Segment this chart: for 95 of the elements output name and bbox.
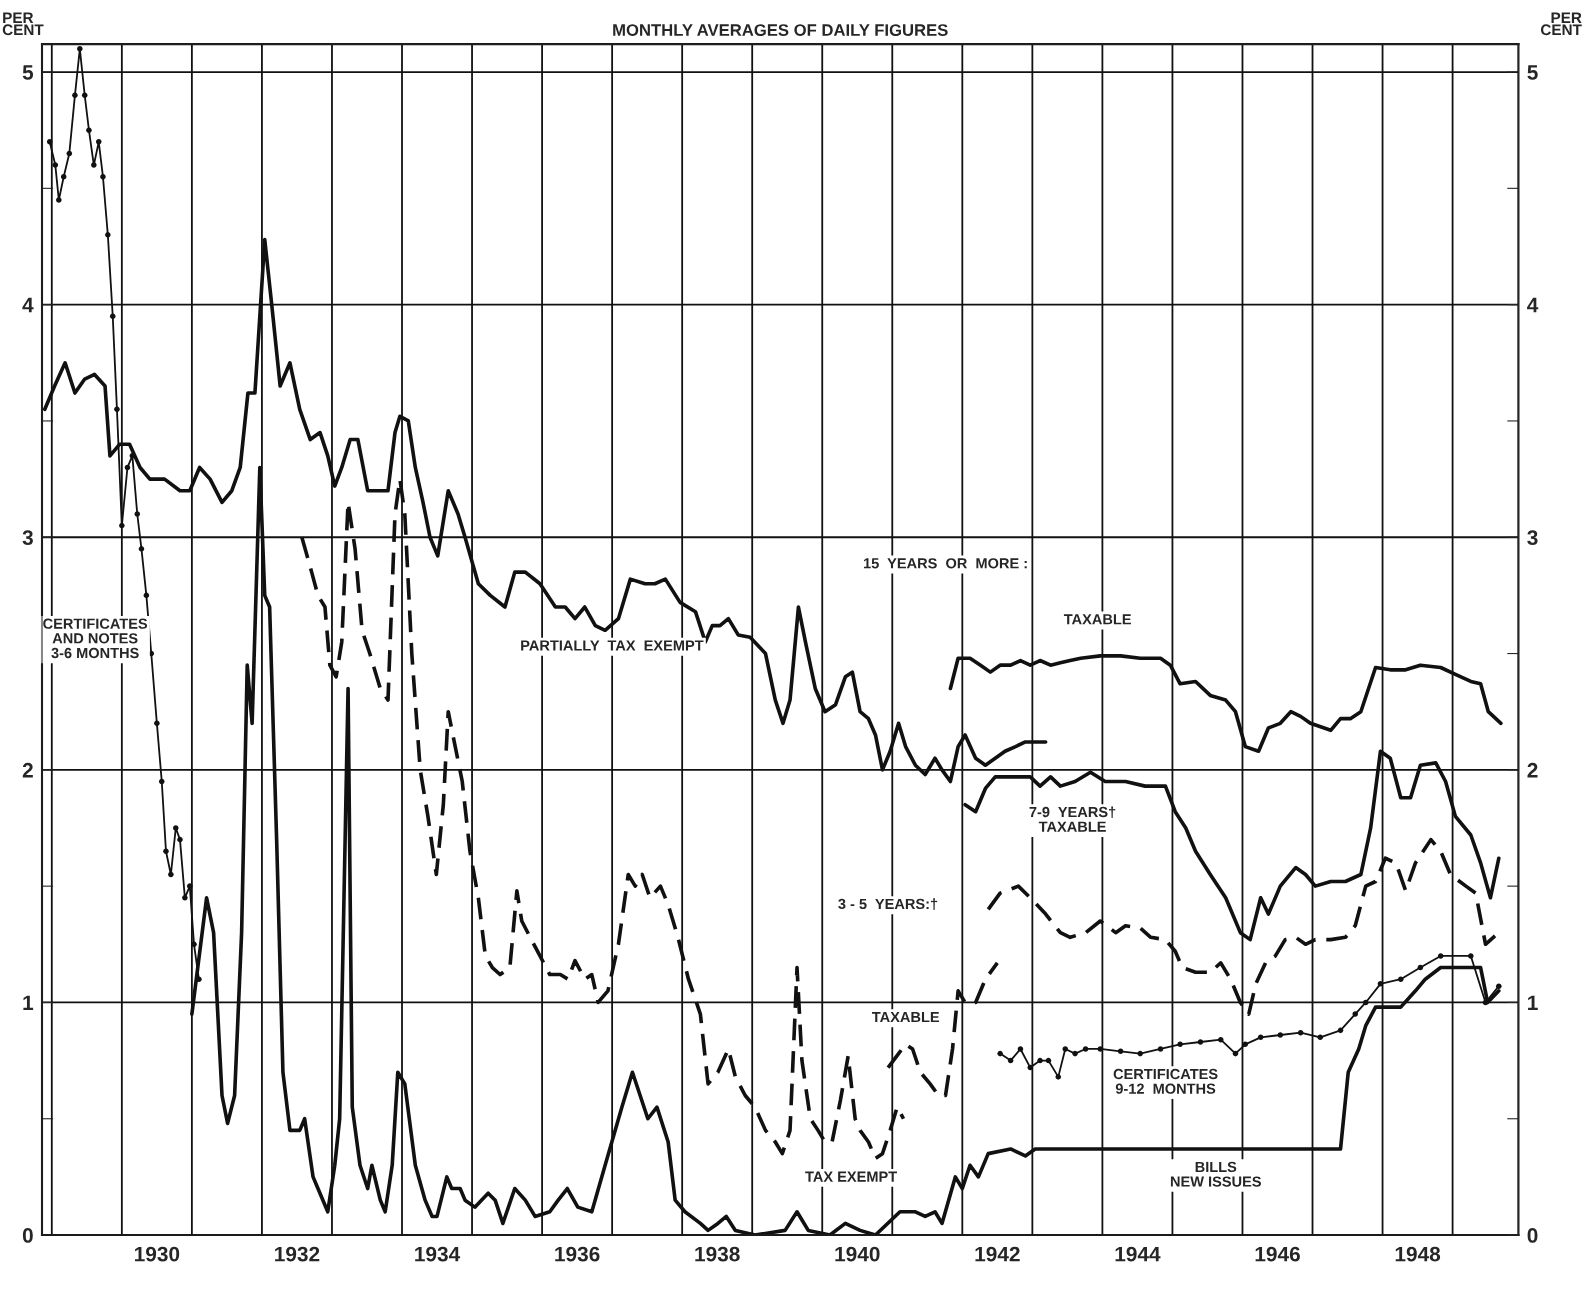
x-tick-label: 1940 xyxy=(835,1246,880,1262)
y2-tick-label: 0 xyxy=(1527,1228,1538,1243)
annotation: TAXABLE xyxy=(1063,614,1131,625)
point xyxy=(100,173,106,180)
y2-tick-label: 3 xyxy=(1527,530,1538,546)
annotation: CERTIFICATES 9-12 MONTHS xyxy=(1113,1068,1218,1094)
annotation: 15 YEARS OR MORE : xyxy=(863,558,1027,569)
point xyxy=(1377,981,1384,987)
x-tick-label: 1934 xyxy=(415,1246,461,1262)
point xyxy=(1397,976,1404,982)
point xyxy=(143,592,150,599)
point xyxy=(66,150,73,157)
point xyxy=(1137,1050,1143,1057)
point xyxy=(1117,1048,1124,1055)
point xyxy=(154,720,160,727)
point xyxy=(138,546,145,552)
point xyxy=(1157,1046,1164,1052)
y2-axis-title: PER CENT xyxy=(1540,12,1582,36)
point xyxy=(1232,1050,1239,1057)
annotation: TAXABLE xyxy=(871,1012,940,1023)
point xyxy=(1496,983,1502,989)
point xyxy=(163,848,169,855)
annotation: TAX EXEMPT xyxy=(805,1171,897,1182)
point xyxy=(168,871,174,878)
y-axis-title: PER CENT xyxy=(2,12,44,36)
y-tick-label: 5 xyxy=(22,65,34,80)
point xyxy=(1437,953,1444,959)
point xyxy=(177,836,183,843)
point xyxy=(1082,1046,1089,1052)
y-tick-label: 1 xyxy=(23,995,34,1010)
point xyxy=(1017,1046,1024,1052)
point xyxy=(105,232,111,238)
point xyxy=(1055,1074,1062,1080)
y2-tick-label: 4 xyxy=(1527,297,1539,313)
point xyxy=(182,895,188,901)
point xyxy=(1337,1027,1344,1034)
point xyxy=(1037,1057,1043,1064)
y-tick-label: 4 xyxy=(22,297,34,313)
point xyxy=(997,1050,1003,1057)
x-tick-label: 1936 xyxy=(555,1246,600,1262)
x-tick-label: 1944 xyxy=(1115,1246,1161,1262)
point xyxy=(91,162,97,168)
x-tick-label: 1938 xyxy=(695,1246,740,1262)
point xyxy=(1417,964,1424,971)
x-tick-label: 1948 xyxy=(1395,1246,1441,1262)
point xyxy=(1257,1034,1264,1041)
annotation: PARTIALLY TAX EXEMPT xyxy=(521,640,704,651)
point xyxy=(124,464,131,471)
point xyxy=(46,139,53,145)
point xyxy=(1277,1032,1284,1038)
annotation: 7-9 YEARS† TAXABLE xyxy=(1029,806,1116,832)
point xyxy=(109,313,116,320)
chart-title: MONTHLY AVERAGES OF DAILY FIGURES xyxy=(613,24,948,36)
point xyxy=(1242,1041,1249,1048)
point xyxy=(1468,953,1474,959)
point xyxy=(1027,1064,1034,1071)
x-tick-label: 1942 xyxy=(975,1246,1020,1262)
point xyxy=(134,511,141,517)
y2-tick-label: 1 xyxy=(1528,995,1538,1010)
point xyxy=(1352,1011,1359,1017)
annotation: 3 - 5 YEARS:† xyxy=(838,898,938,910)
annotation: CERTIFICATES AND NOTES 3-6 MONTHS xyxy=(43,618,148,659)
y2-tick-label: 5 xyxy=(1527,65,1538,80)
point xyxy=(173,825,179,831)
y2-tick-label: 2 xyxy=(1527,762,1538,778)
point xyxy=(158,778,165,785)
point xyxy=(119,522,125,529)
point xyxy=(1062,1046,1069,1052)
point xyxy=(56,197,62,203)
y-tick-label: 2 xyxy=(22,762,33,778)
point xyxy=(77,46,83,52)
point xyxy=(191,941,197,948)
point xyxy=(1362,999,1369,1006)
point xyxy=(114,406,120,413)
point xyxy=(72,92,78,99)
annotation: BILLS NEW ISSUES xyxy=(1170,1161,1261,1187)
y-tick-label: 0 xyxy=(22,1228,33,1243)
x-tick-label: 1946 xyxy=(1255,1246,1300,1262)
point xyxy=(86,127,92,133)
x-tick-label: 1932 xyxy=(275,1246,320,1262)
point xyxy=(187,883,193,889)
point xyxy=(1297,1029,1304,1036)
point xyxy=(95,139,102,145)
point xyxy=(1045,1057,1052,1064)
point xyxy=(81,92,88,99)
point xyxy=(1197,1039,1204,1045)
point xyxy=(1177,1041,1183,1048)
point xyxy=(1007,1057,1014,1064)
point xyxy=(1072,1050,1078,1057)
point xyxy=(60,173,67,180)
point xyxy=(1217,1036,1224,1043)
y-tick-label: 3 xyxy=(22,530,33,546)
point xyxy=(1317,1034,1323,1041)
point xyxy=(52,162,59,168)
x-tick-label: 1930 xyxy=(135,1246,180,1262)
